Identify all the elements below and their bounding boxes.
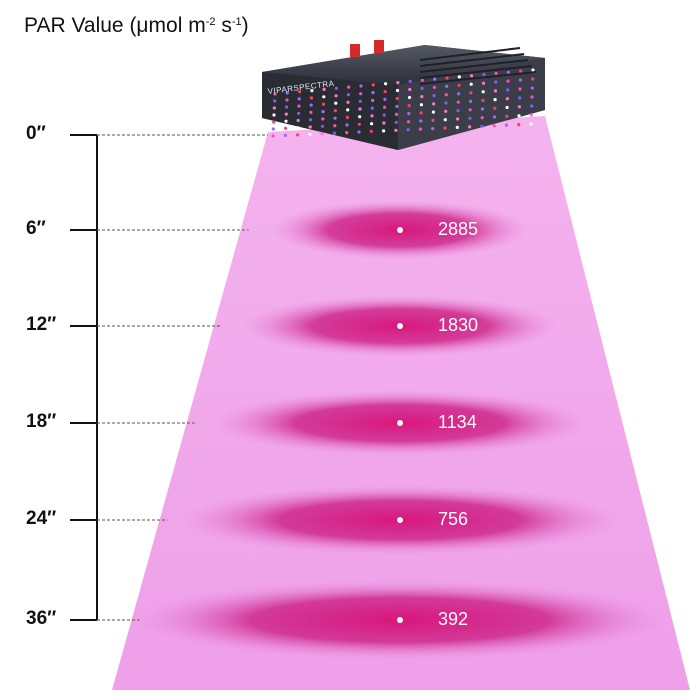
distance-label: 24″ bbox=[26, 508, 57, 529]
led-array bbox=[271, 68, 535, 138]
distance-ruler bbox=[70, 134, 268, 621]
led-grow-light-icon: VIPARSPECTRA bbox=[262, 40, 545, 150]
distance-label: 6″ bbox=[26, 218, 46, 239]
vent-grille bbox=[419, 47, 537, 85]
page-title: PAR Value (μmol m-2 s-1) bbox=[24, 14, 249, 37]
distance-label: 0″ bbox=[26, 123, 46, 144]
power-switch-icon bbox=[350, 44, 360, 57]
distance-label: 12″ bbox=[26, 314, 57, 335]
par-value-label: 1830 bbox=[438, 315, 479, 335]
par-value-label: 1134 bbox=[438, 412, 477, 432]
measurement-point bbox=[397, 227, 403, 233]
par-value-label: 392 bbox=[438, 609, 469, 629]
distance-label: 18″ bbox=[26, 411, 57, 432]
measurement-point bbox=[397, 517, 403, 523]
measurement-point bbox=[397, 617, 403, 623]
power-switch-icon bbox=[374, 40, 384, 53]
par-value-label: 756 bbox=[438, 509, 469, 529]
distance-label: 36″ bbox=[26, 608, 57, 629]
par-value-label: 2885 bbox=[438, 219, 479, 239]
measurement-point bbox=[397, 420, 403, 426]
measurement-point bbox=[397, 323, 403, 329]
intensity-hotspots bbox=[130, 200, 670, 660]
